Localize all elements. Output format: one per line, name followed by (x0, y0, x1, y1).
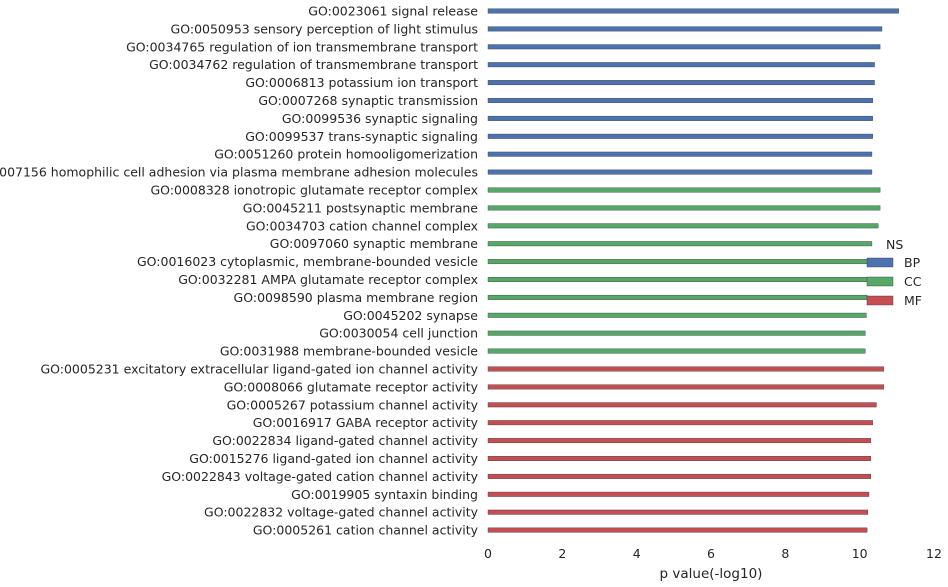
bar-cc-10 (487, 348, 866, 354)
bar-cc-8 (487, 312, 867, 318)
category-label: GO:0099537 trans-synaptic signaling (245, 129, 478, 144)
category-label: GO:0007156 homophilic cell adhesion via … (0, 165, 478, 180)
x-tick-label: 10 (852, 546, 868, 561)
x-tick-label: 12 (926, 546, 942, 561)
category-label: GO:0034765 regulation of ion transmembra… (126, 39, 478, 54)
bar-mf-7 (487, 473, 872, 479)
bar-mf-9 (487, 509, 869, 515)
bar-cc-5 (487, 259, 870, 265)
category-label: GO:0023061 signal release (308, 4, 478, 19)
category-label: GO:0005261 cation channel activity (253, 523, 479, 538)
legend-title: NS (886, 237, 903, 252)
bar-cc-6 (487, 277, 869, 282)
bar-bp-5 (487, 80, 875, 86)
x-tick-label: 8 (781, 546, 789, 561)
category-label: GO:0051260 protein homooligomerization (214, 147, 478, 162)
bar-cc-9 (487, 330, 866, 336)
bar-mf-10 (487, 527, 868, 533)
category-label: GO:0034703 cation channel complex (246, 218, 478, 233)
bar-cc-1 (487, 187, 881, 193)
legend-swatch-bp (866, 257, 894, 268)
bar-bp-8 (487, 133, 873, 139)
category-label: GO:0034762 regulation of transmembrane t… (149, 57, 478, 72)
bar-mf-3 (487, 402, 877, 408)
bar-mf-6 (487, 456, 872, 461)
x-tick-label: 6 (707, 546, 715, 561)
category-label: GO:0019905 syntaxin binding (291, 487, 478, 502)
legend-swatch-cc (866, 276, 894, 287)
legend-label-mf: MF (904, 293, 922, 308)
category-label: GO:0007268 synaptic transmission (258, 93, 478, 108)
bar-bp-1 (487, 8, 899, 14)
bar-bp-6 (487, 98, 873, 103)
bar-bp-4 (487, 62, 875, 68)
bar-cc-4 (487, 241, 873, 247)
bar-bp-7 (487, 115, 873, 121)
bar-mf-4 (487, 420, 873, 426)
legend-label-bp: BP (904, 255, 921, 270)
bar-cc-7 (487, 294, 868, 300)
x-tick-label: 0 (484, 546, 492, 561)
bar-bp-3 (487, 44, 881, 50)
category-label: GO:0016023 cytoplasmic, membrane-bounded… (137, 254, 478, 269)
category-label: GO:0031988 membrane-bounded vesicle (220, 344, 478, 359)
category-labels: GO:0023061 signal release GO:0050953 sens… (0, 4, 479, 538)
x-tick-label: 2 (558, 546, 566, 561)
category-label: GO:0015276 ligand-gated ion channel acti… (189, 451, 478, 466)
legend-swatch-mf (866, 295, 894, 306)
x-tick-label: 4 (633, 546, 641, 561)
bar-bp-2 (487, 26, 883, 32)
bar-mf-1 (487, 366, 885, 372)
bars-layer (487, 8, 899, 533)
bar-bp-10 (487, 169, 873, 175)
category-label: GO:0045211 postsynaptic membrane (243, 200, 479, 215)
category-label: GO:0008328 ionotropic glutamate receptor… (151, 183, 479, 198)
category-label: GO:0008066 glutamate receptor activity (224, 379, 479, 394)
category-label: GO:0045202 synapse (343, 308, 478, 323)
bar-mf-5 (487, 438, 872, 444)
category-label: GO:0032281 AMPA glutamate receptor compl… (178, 272, 478, 287)
x-axis: 0 2 4 6 8 10 12 (484, 546, 942, 561)
bar-cc-3 (487, 223, 879, 229)
category-label: GO:0005231 excitatory extracellular liga… (40, 362, 478, 377)
category-label: GO:0022843 voltage-gated cation channel … (162, 469, 479, 484)
category-label: GO:0006813 potassium ion transport (245, 75, 478, 90)
category-label: GO:0005267 potassium channel activity (227, 397, 479, 412)
category-label: GO:0022832 voltage-gated channel activit… (204, 505, 479, 520)
x-axis-title: p value(-log10) (660, 566, 763, 582)
bar-bp-9 (487, 151, 873, 157)
category-label: GO:0098590 plasma membrane region (234, 290, 478, 305)
legend-label-cc: CC (904, 274, 922, 289)
category-label: GO:0097060 synaptic membrane (270, 236, 479, 251)
category-label: GO:0016917 GABA receptor activity (253, 415, 479, 430)
bar-mf-8 (487, 491, 870, 497)
category-label: GO:0030054 cell junction (319, 326, 478, 341)
bar-cc-2 (487, 205, 881, 211)
bar-mf-2 (487, 384, 885, 390)
category-label: GO:0099536 synaptic signaling (282, 111, 478, 126)
category-label: GO:0022834 ligand-gated channel activity (212, 433, 478, 448)
category-label: GO:0050953 sensory perception of light s… (171, 21, 478, 36)
